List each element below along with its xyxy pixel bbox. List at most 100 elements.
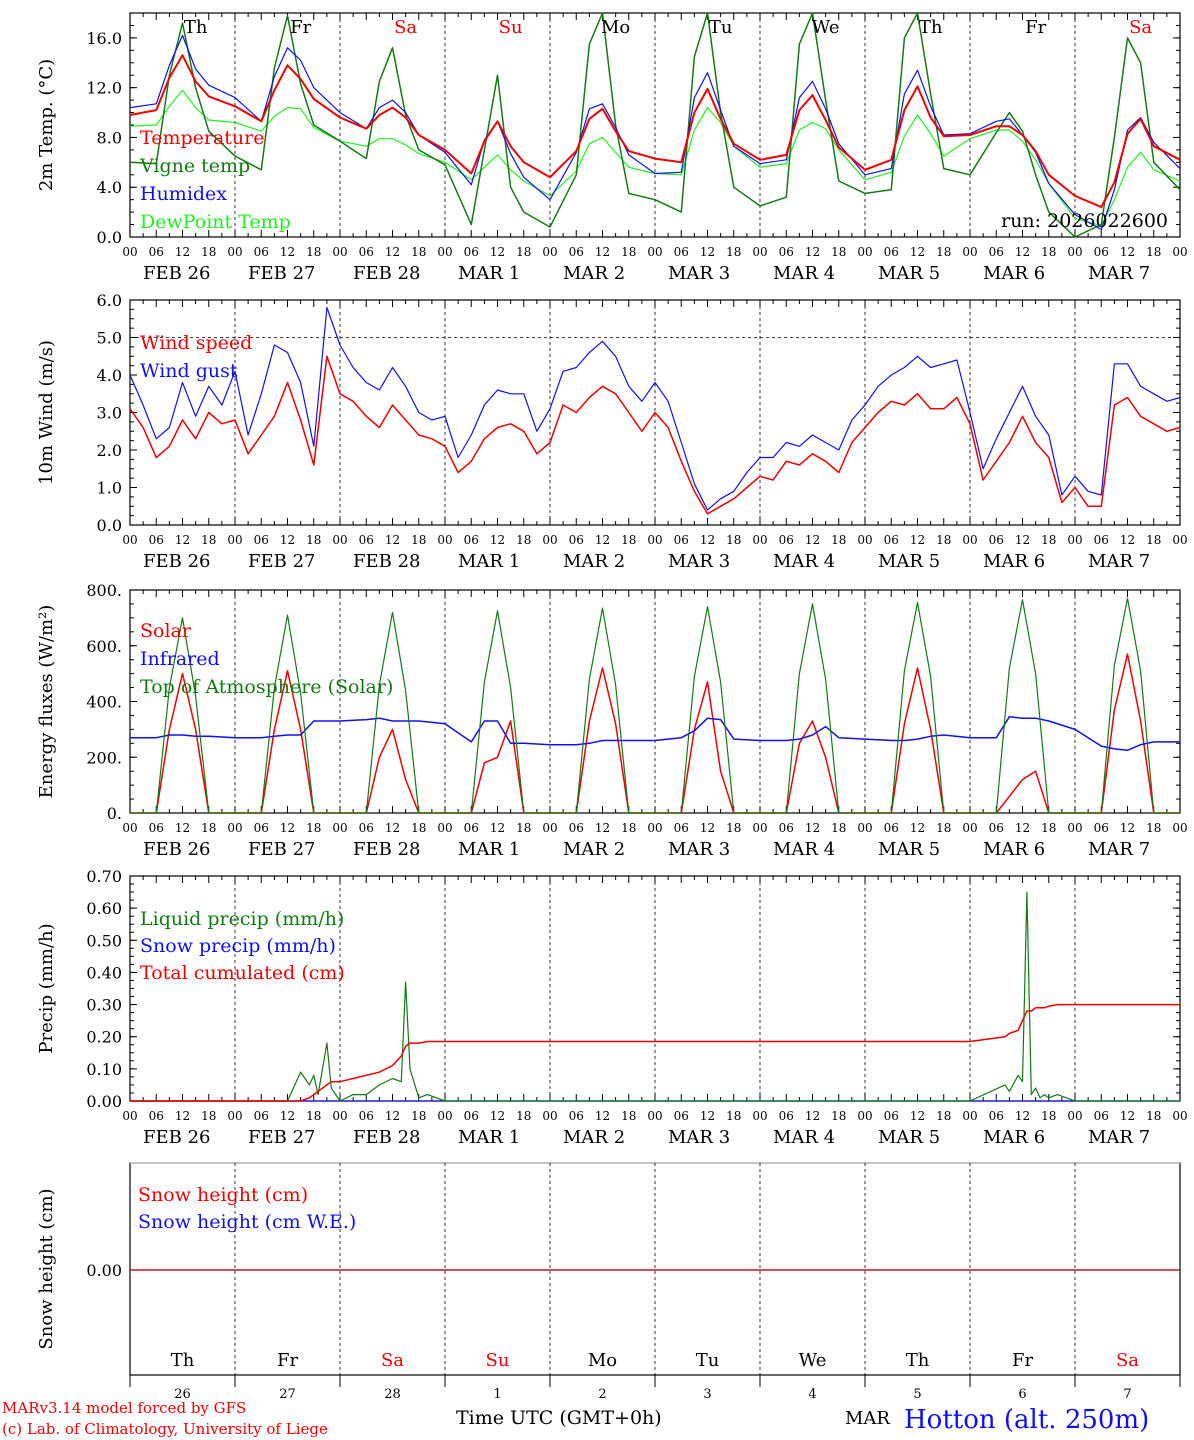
date-label: FEB 28 (353, 1127, 420, 1148)
hour-tick-label: 12 (700, 533, 715, 547)
hour-tick-label: 00 (332, 1109, 347, 1123)
hour-tick-label: 06 (254, 533, 269, 547)
legend-entry: Temperature (140, 127, 264, 149)
hour-tick-label: 00 (1067, 533, 1082, 547)
hour-tick-label: 12 (175, 1109, 190, 1123)
hour-tick-label: 06 (884, 245, 899, 259)
hour-tick-label: 06 (989, 245, 1004, 259)
y-tick-label: 3.0 (97, 404, 122, 423)
hour-tick-label: 12 (280, 821, 295, 835)
y-tick-label: 16.0 (86, 29, 122, 48)
hour-tick-label: 18 (621, 821, 636, 835)
date-label: MAR 4 (773, 1127, 835, 1148)
date-label: MAR 6 (983, 263, 1045, 284)
series-line-temperature (129, 54, 1181, 209)
day-of-week-label: We (812, 17, 840, 38)
hour-tick-label: 12 (175, 821, 190, 835)
series-line-liquid-precip-mm-h (130, 891, 1180, 1102)
hour-tick-label: 18 (411, 821, 426, 835)
hour-tick-label: 00 (332, 533, 347, 547)
day-number-label: 27 (279, 1387, 296, 1402)
hour-tick-label: 18 (1041, 821, 1056, 835)
hour-tick-label: 00 (1067, 1109, 1082, 1123)
hour-tick-label: 00 (227, 245, 242, 259)
hour-tick-label: 06 (674, 245, 689, 259)
snow-panel-bottom-axis: Th 26 Fr 27 Sa 28 Su 1 Mo 2 Tu 3 We 4 Th 5 Fr 6 Sa 7 (129, 1350, 1181, 1402)
hour-tick-label: 00 (227, 821, 242, 835)
date-label: MAR 4 (773, 551, 835, 572)
hour-tick-label: 12 (175, 533, 190, 547)
hour-tick-label: 12 (595, 821, 610, 835)
hour-tick-label: 12 (1015, 533, 1030, 547)
hour-tick-label: 00 (1172, 533, 1187, 547)
hour-tick-label: 12 (805, 245, 820, 259)
hour-tick-label: 18 (726, 1109, 741, 1123)
hour-tick-label: 12 (910, 821, 925, 835)
date-label: MAR 5 (878, 263, 940, 284)
hour-tick-label: 06 (989, 1109, 1004, 1123)
panel-3: 00 06 12 18 FEB 26 00 06 12 18 FEB 27 00 06 12 18 FEB … (36, 581, 1188, 860)
hour-tick-label: 06 (149, 1109, 164, 1123)
day-number-label: 2 (598, 1387, 606, 1402)
hour-tick-label: 00 (332, 821, 347, 835)
date-label: FEB 28 (353, 551, 420, 572)
hour-tick-label: 18 (1146, 245, 1161, 259)
hour-tick-label: 00 (647, 245, 662, 259)
hour-tick-label: 00 (122, 533, 137, 547)
date-label: MAR 3 (668, 263, 730, 284)
hour-tick-label: 18 (831, 1109, 846, 1123)
date-label: MAR 2 (563, 263, 625, 284)
hour-tick-label: 12 (280, 533, 295, 547)
legend-entry: Liquid precip (mm/h) (140, 908, 344, 930)
y-tick-label: 200. (86, 748, 122, 767)
hour-tick-label: 18 (201, 1109, 216, 1123)
y-tick-label: 12.0 (86, 79, 122, 98)
day-of-week-label: Su (486, 1350, 510, 1371)
y-axis-label: 10m Wind (m/s) (36, 340, 57, 485)
date-label: MAR 2 (563, 1127, 625, 1148)
y-tick-label: 5.0 (97, 329, 122, 348)
hour-tick-label: 06 (359, 1109, 374, 1123)
hour-tick-label: 18 (1041, 1109, 1056, 1123)
hour-tick-label: 18 (831, 533, 846, 547)
hour-tick-label: 06 (359, 533, 374, 547)
hour-tick-label: 12 (1015, 821, 1030, 835)
hour-tick-label: 12 (805, 533, 820, 547)
hour-tick-label: 18 (516, 533, 531, 547)
y-tick-label: 1.0 (97, 479, 122, 498)
legend-entry: Snow height (cm) (138, 1184, 308, 1206)
hour-tick-label: 00 (227, 533, 242, 547)
hour-tick-label: 12 (595, 245, 610, 259)
hour-tick-label: 06 (779, 821, 794, 835)
hour-tick-label: 00 (1172, 821, 1187, 835)
date-label: MAR 7 (1088, 839, 1150, 860)
legend-entry: Wind gust (140, 360, 238, 382)
date-label: MAR 7 (1088, 1127, 1150, 1148)
hour-tick-label: 00 (857, 533, 872, 547)
y-tick-label: 0.0 (97, 228, 122, 247)
panel-4: 00 06 12 18 FEB 26 00 06 12 18 FEB 27 00 06 12 18 FEB … (36, 867, 1188, 1148)
date-label: MAR 2 (563, 551, 625, 572)
y-tick-label: 2.0 (97, 441, 122, 460)
series-line-infrared (130, 716, 1180, 752)
date-label: MAR 3 (668, 551, 730, 572)
time-axis-label: Time UTC (GMT+0h) (456, 1407, 662, 1429)
hour-tick-label: 00 (542, 533, 557, 547)
date-label: FEB 26 (143, 839, 210, 860)
hour-tick-label: 12 (1120, 1109, 1135, 1123)
hour-tick-label: 12 (490, 245, 505, 259)
day-of-week-label: Sa (1116, 1350, 1139, 1371)
hour-tick-label: 00 (962, 821, 977, 835)
day-of-week-label: Th (171, 1350, 195, 1371)
hour-tick-label: 06 (989, 821, 1004, 835)
date-label: MAR 1 (458, 263, 520, 284)
hour-tick-label: 00 (752, 1109, 767, 1123)
hour-tick-label: 00 (752, 245, 767, 259)
date-label: MAR 3 (668, 839, 730, 860)
hour-tick-label: 00 (752, 533, 767, 547)
day-of-week-label: We (799, 1350, 827, 1371)
hour-tick-label: 12 (700, 245, 715, 259)
hour-tick-label: 12 (490, 533, 505, 547)
hour-tick-label: 12 (910, 533, 925, 547)
hour-tick-label: 18 (201, 245, 216, 259)
